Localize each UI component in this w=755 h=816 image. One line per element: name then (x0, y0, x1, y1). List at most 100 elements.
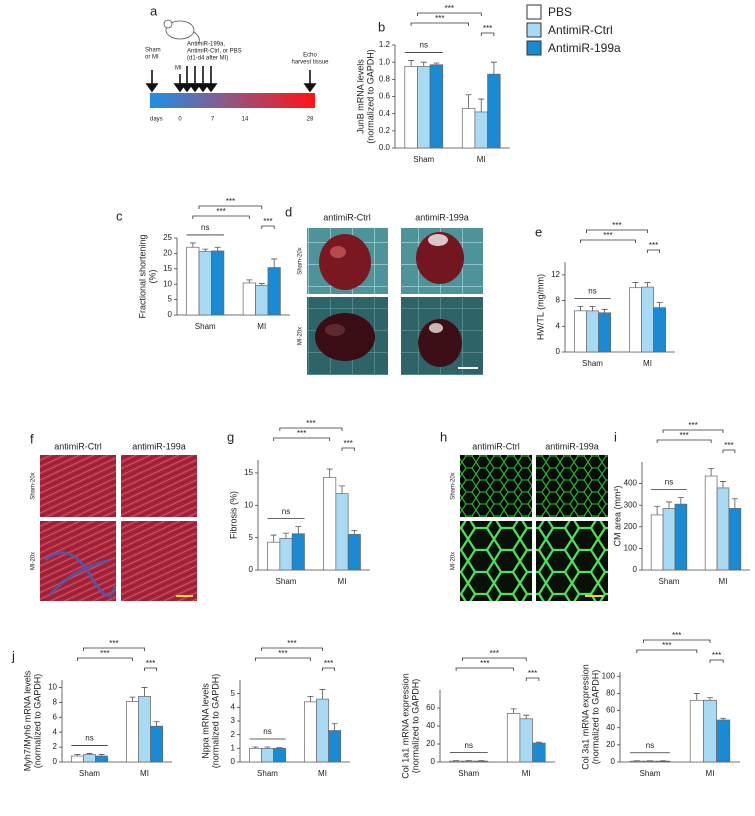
y-tick-label: 0 (633, 565, 638, 574)
significance-bracket (322, 667, 335, 671)
error-bar (707, 697, 713, 701)
error-bar (408, 60, 415, 67)
bar (728, 508, 742, 571)
significance-bracket (273, 437, 331, 441)
x-tick-label: Sham (659, 577, 680, 586)
bar (674, 503, 688, 571)
timeline-axis-label: days (150, 117, 163, 123)
legend-label: AntimiR-Ctrl (548, 23, 613, 37)
x-tick-label: MI (338, 577, 347, 586)
panel-letter: h (440, 429, 447, 444)
image-row-label: Sham-20x (31, 472, 37, 499)
y-tick-label: 200 (624, 522, 638, 531)
significance-bracket (144, 667, 157, 671)
bar (641, 286, 654, 353)
significance-label: *** (226, 197, 235, 206)
error-bar (264, 746, 271, 749)
bar (716, 487, 730, 571)
error-bar (86, 753, 93, 755)
y-tick-label: 25 (163, 233, 172, 242)
panel-letter: g (227, 429, 234, 444)
bar (304, 701, 317, 763)
significance-bracket (722, 449, 736, 453)
significance-label: ns (665, 478, 673, 487)
image-column-label: antimiR-Ctrl (323, 212, 371, 222)
bar (186, 246, 200, 316)
significance-label: ns (465, 741, 473, 750)
y-tick-label: 0.0 (379, 143, 391, 152)
y-tick-label: 0.2 (379, 126, 391, 135)
y-axis-label: Myh7/Myh6 mRNA levels (22, 670, 32, 771)
bar (198, 251, 212, 316)
y-tick-label: 20 (606, 740, 615, 749)
bar (573, 310, 587, 353)
bar (689, 699, 704, 763)
timeline-label: AntimiR-199a, (187, 42, 225, 48)
significance-bracket (455, 667, 514, 671)
x-tick-label: MI (643, 359, 652, 368)
significance-label: *** (435, 14, 444, 23)
y-axis-label: (normalized to GAPDH) (210, 674, 220, 769)
significance-bracket (643, 639, 711, 643)
x-tick-label: MI (522, 769, 531, 778)
y-tick-label: 2 (231, 730, 236, 739)
y-tick-label: 15 (163, 264, 172, 273)
timeline-tick-label: 0 (178, 117, 182, 123)
bar (267, 541, 281, 571)
y-axis-label: (normalized to GAPDH) (410, 679, 420, 774)
image-column-label: antimiR-199a (545, 441, 599, 451)
y-tick-label: 10 (244, 500, 253, 509)
bar (461, 108, 476, 149)
x-tick-label: Sham (582, 359, 603, 368)
bar (242, 282, 256, 316)
bar (628, 287, 642, 353)
significance-bracket (462, 657, 527, 661)
significance-label: ns (588, 286, 596, 295)
significance-bracket (279, 427, 343, 431)
bar (662, 508, 676, 571)
y-tick-label: 12 (551, 270, 560, 279)
y-tick-label: 400 (624, 479, 638, 488)
panel-letter: f (30, 431, 34, 446)
panel-letter: b (378, 19, 385, 34)
bar (267, 267, 281, 316)
bar (125, 701, 139, 763)
significance-label: *** (324, 659, 333, 668)
error-bar (535, 741, 542, 744)
panel-letter: e (535, 224, 542, 239)
error-bar (693, 693, 700, 701)
significance-bracket (192, 215, 250, 219)
significance-bracket (410, 22, 469, 26)
y-tick-label: 1 (231, 743, 236, 752)
error-bar (632, 282, 639, 288)
bar (417, 66, 431, 149)
error-bar (283, 532, 289, 539)
bar-chart: 0.0 0.2 0.4 0.6 0.8 1.0 1.2 JunB mRNA levels (no… (355, 4, 510, 164)
timeline-label: (d1-d4 after MI) (187, 56, 228, 62)
timeline-label: AntimiR-Ctrl, or PBS (187, 49, 242, 55)
bar (656, 760, 671, 763)
error-bar (252, 746, 259, 749)
bar (249, 747, 262, 763)
error-bar (202, 248, 209, 252)
bar (150, 725, 164, 763)
significance-label: *** (480, 659, 489, 668)
panel-letter: i (614, 429, 617, 444)
error-bar (331, 723, 338, 731)
bar (328, 730, 341, 763)
x-tick-label: MI (140, 769, 149, 778)
bar (506, 713, 521, 763)
error-bar (510, 708, 517, 714)
significance-label: *** (306, 419, 315, 428)
significance-label: *** (100, 649, 109, 658)
error-bar (577, 305, 584, 311)
error-bar (731, 498, 738, 509)
y-tick-label: 15 (244, 468, 253, 477)
error-bar (307, 696, 314, 702)
image-panel-d (307, 228, 483, 375)
error-bar (644, 282, 651, 288)
